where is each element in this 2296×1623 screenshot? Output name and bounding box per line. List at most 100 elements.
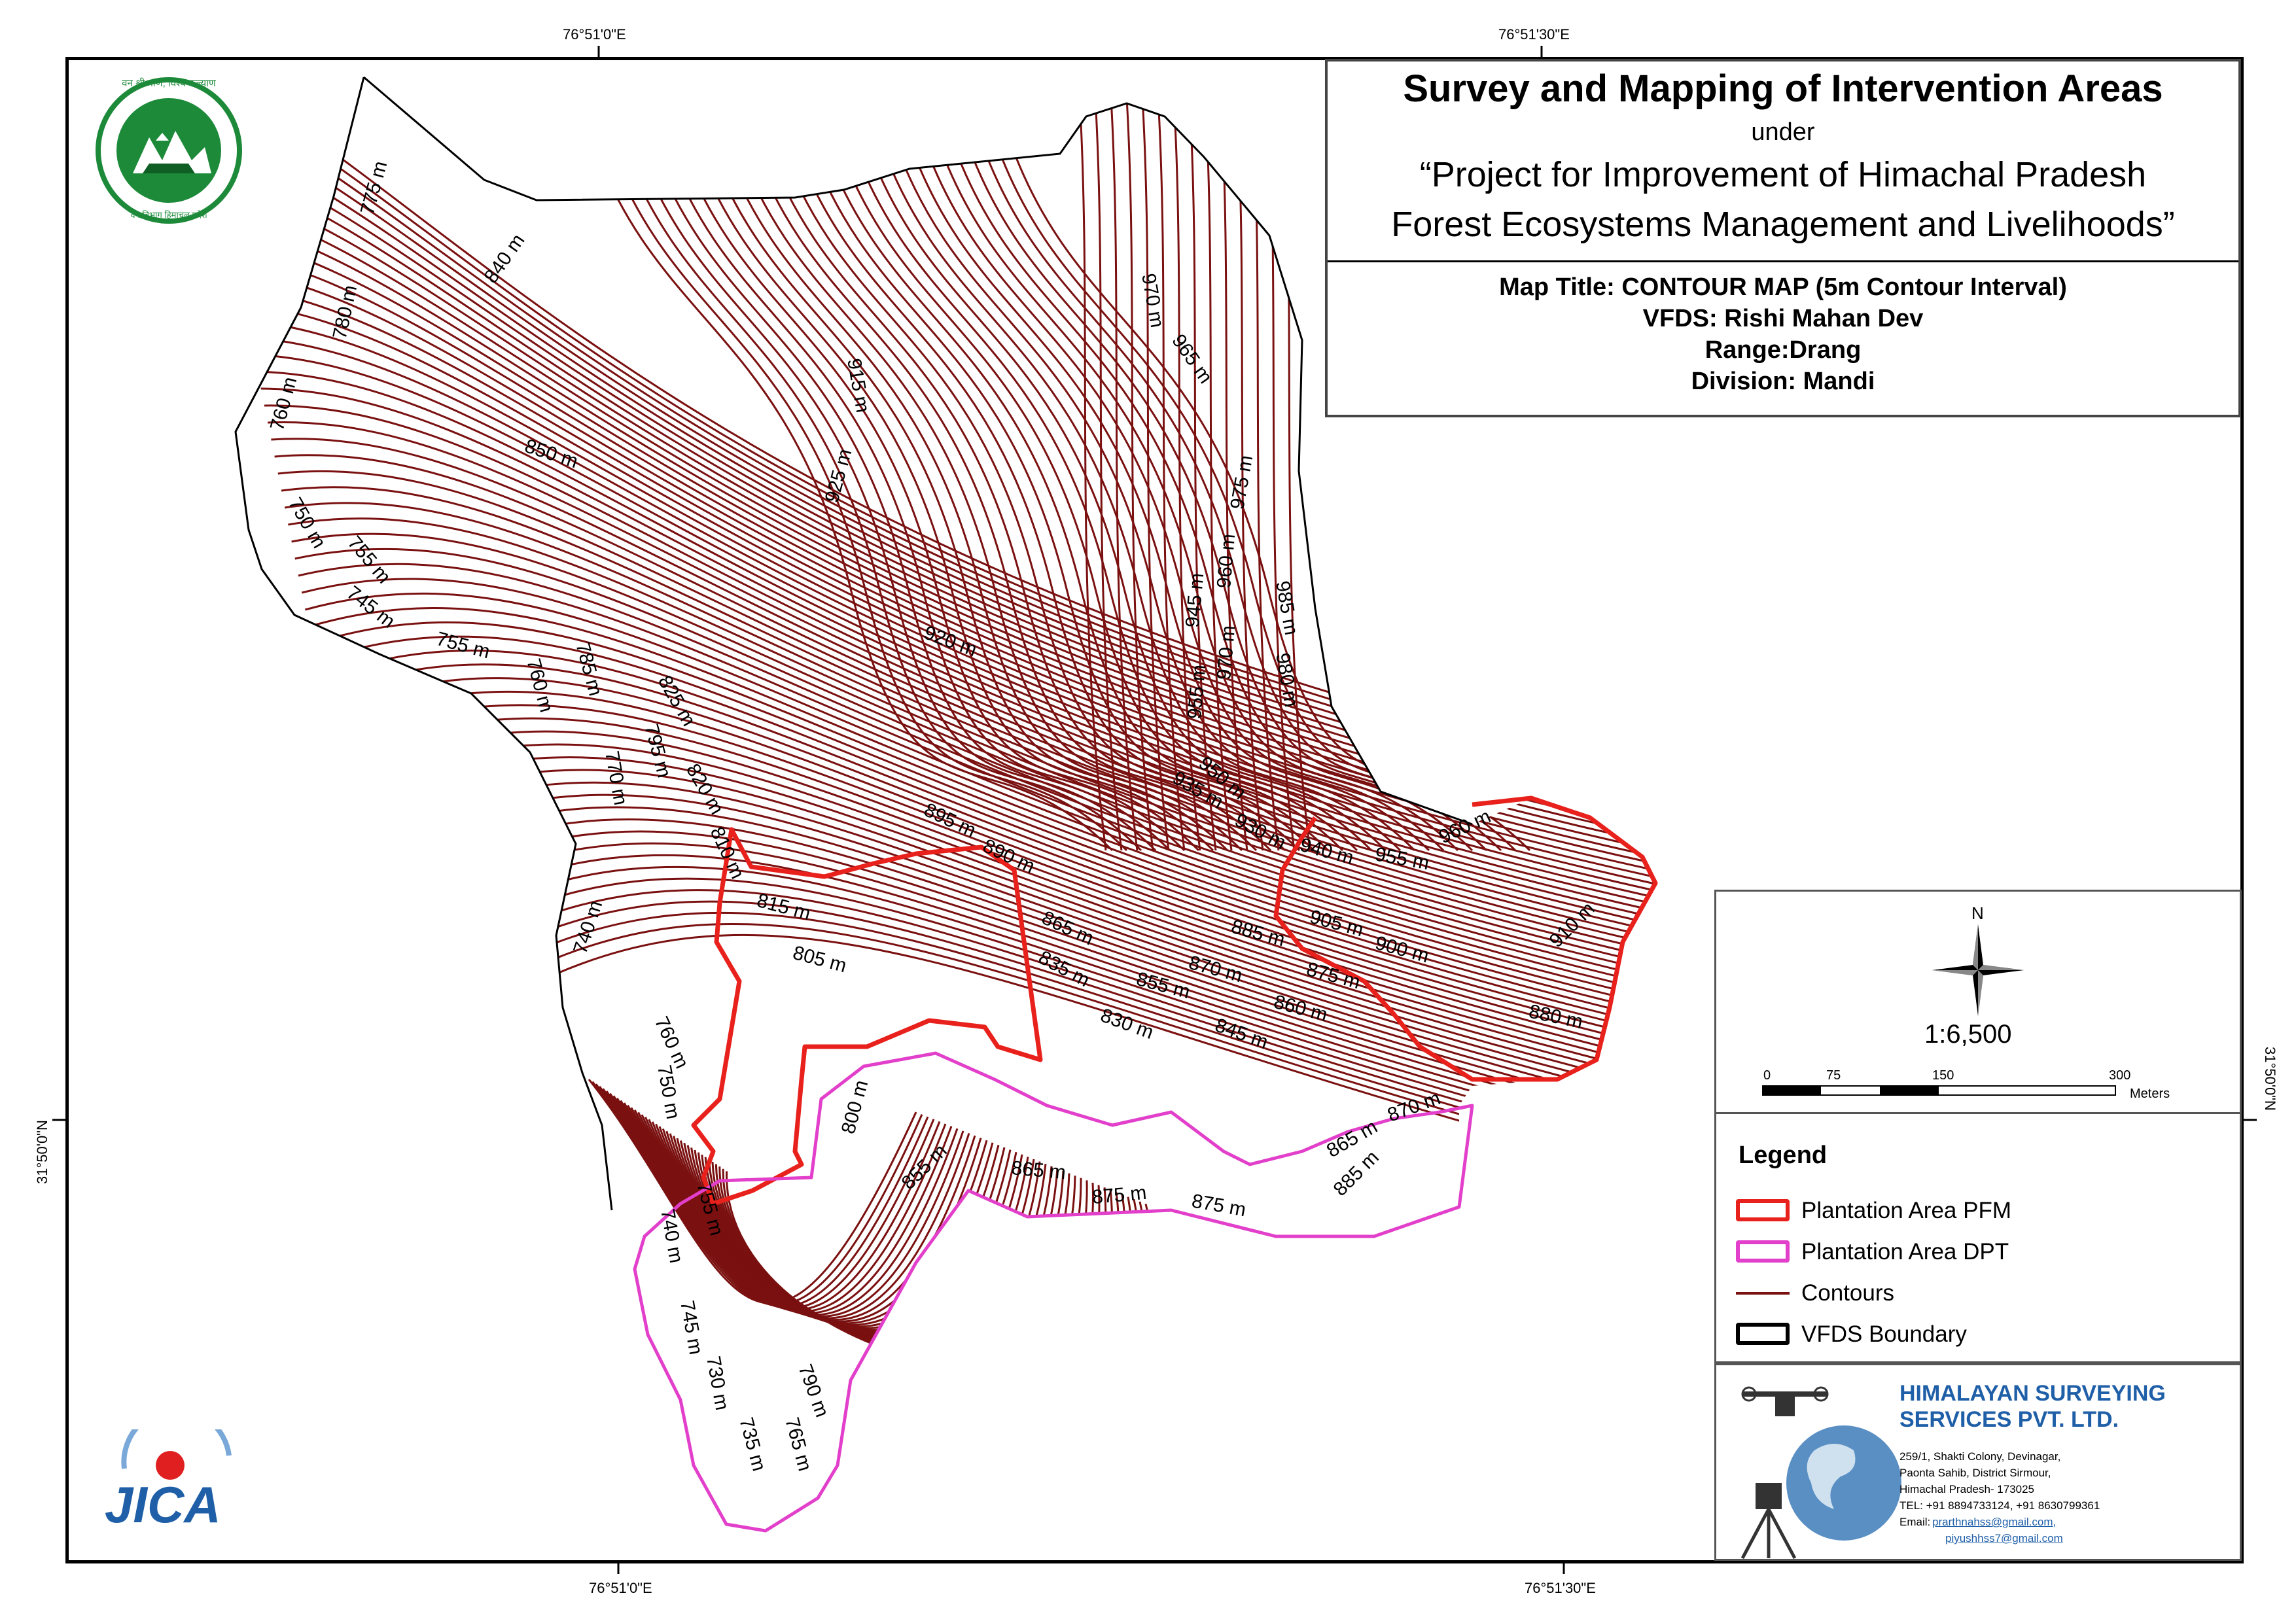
contour-label: 745 m [676, 1299, 707, 1356]
contour-line [645, 130, 1171, 852]
contour-line [688, 130, 1214, 852]
company-address-1: 259/1, Shakti Colony, Devinagar, [1899, 1450, 2061, 1463]
contour-label: 760 m [650, 1013, 693, 1072]
contour-line [311, 621, 1655, 1018]
scale-panel: N 1:6,500 0 75 150 300 Meters [1714, 890, 2242, 1126]
contour-label: 955 m [1373, 843, 1431, 874]
contour-line [236, 183, 1655, 834]
dpt-area [633, 1051, 1474, 1533]
contour-line [294, 548, 1655, 984]
contour-line [588, 1079, 917, 1304]
contour-label: 805 m [790, 942, 849, 977]
contour-line [236, 149, 1655, 820]
contour-label: 890 m [980, 835, 1038, 877]
contour-line [789, 130, 1315, 852]
contour-line [605, 1091, 947, 1313]
legend-label-dpt: Plantation Area DPT [1801, 1239, 2009, 1265]
jica-text: JICA [105, 1476, 221, 1533]
contour-label: 785 m [571, 640, 606, 698]
contour-line [631, 130, 1157, 852]
contour-line [268, 421, 1655, 929]
contour-label: 765 m [781, 1415, 815, 1473]
contour-label: 755 m [434, 628, 492, 663]
contour-label: 945 m [1182, 572, 1208, 629]
contour-label: 750 m [653, 1063, 684, 1121]
contour-label: 870 m [1186, 952, 1245, 986]
scale-tick-300: 300 [2109, 1068, 2131, 1083]
legend-swatch-boundary [1736, 1323, 1790, 1345]
contour-line [890, 130, 1416, 852]
contour-line [328, 690, 1655, 1052]
contour-line [281, 486, 1655, 956]
surveyor-globe-icon [1740, 1386, 1901, 1560]
contour-line [308, 607, 1655, 1011]
coord-bottom-left: 76°51'0"E [589, 1580, 652, 1596]
forest-dept-logo: वन श्री त्राण, विश्व कल्याण वन विभाग हिम… [77, 75, 260, 226]
contour-line [660, 130, 1186, 852]
contour-line [703, 130, 1229, 852]
legend-label-boundary: VFDS Boundary [1801, 1321, 1967, 1347]
contour-line [1188, 97, 1217, 851]
contour-line [904, 130, 1430, 852]
contour-label: 825 m [654, 672, 699, 730]
company-email-1[interactable]: prarthnahss@gmail.com, [1932, 1516, 2057, 1528]
contour-line [318, 649, 1655, 1031]
coord-top-right: 76°51'30"E [1498, 26, 1570, 43]
contour-line [595, 1083, 929, 1308]
contour-line [592, 1081, 923, 1306]
jica-logo: JICA [98, 1406, 242, 1541]
contour-label: 755 m [344, 532, 395, 587]
contour-label: 775 m [357, 159, 391, 217]
map-heading: Survey and Mapping of Intervention Areas [1403, 67, 2163, 110]
contour-line [291, 532, 1655, 977]
legend-heading: Legend [1739, 1142, 1828, 1169]
contour-line [1094, 97, 1123, 851]
contour-label: 985 m [1271, 579, 1302, 637]
vfds-boundary [363, 76, 1473, 826]
contour-line [260, 387, 1655, 916]
contour-line [775, 130, 1301, 852]
contour-label: 970 m [1213, 625, 1239, 681]
company-phone: TEL: +91 8894733124, +91 8630799361 [1899, 1499, 2100, 1512]
scale-ratio: 1:6,500 [1924, 1020, 2012, 1049]
contour-line [1220, 97, 1248, 851]
contour-line [609, 1092, 953, 1314]
contour-line [832, 130, 1358, 852]
north-label: N [1971, 903, 1984, 923]
contour-line [875, 130, 1402, 852]
contour-line [321, 663, 1655, 1038]
contour-label: 730 m [702, 1354, 733, 1412]
map-heading-under: under [1751, 118, 1815, 146]
contour-label: 815 m [754, 890, 813, 924]
contour-line [284, 502, 1655, 963]
contour-label: 895 m [921, 799, 980, 841]
contour-line [818, 130, 1344, 852]
contour-line [722, 1168, 1146, 1369]
contour-line [277, 470, 1655, 950]
contour-line [616, 130, 1142, 852]
contour-line [325, 677, 1655, 1045]
map-frame [65, 57, 2244, 1563]
contour-line [274, 454, 1655, 943]
legend-label-contours: Contours [1801, 1280, 1895, 1306]
contour-line [349, 769, 1655, 1092]
scale-bar [1762, 1085, 2116, 1096]
north-arrow-icon [1932, 924, 2024, 1016]
title-divider [1328, 260, 2238, 262]
contour-line [288, 517, 1655, 970]
contour-label: 795 m [640, 722, 675, 780]
contour-line [602, 1088, 941, 1311]
contour-line [1078, 97, 1107, 851]
contour-label: 975 m [1226, 453, 1257, 511]
contour-line [602, 130, 1128, 852]
company-email-2[interactable]: piyushhss7@gmail.com [1945, 1532, 2063, 1544]
project-line-2: Forest Ecosystems Management and Livelih… [1391, 205, 2175, 244]
company-email-label: Email: [1899, 1516, 1931, 1528]
contour-line [726, 1171, 1153, 1371]
contour-label: 840 m [480, 230, 529, 287]
division-name: Division: Mandi [1691, 368, 1875, 395]
contour-label: 800 m [838, 1078, 872, 1136]
contour-label: 960 m [1213, 533, 1239, 589]
contour-line [243, 302, 1655, 882]
